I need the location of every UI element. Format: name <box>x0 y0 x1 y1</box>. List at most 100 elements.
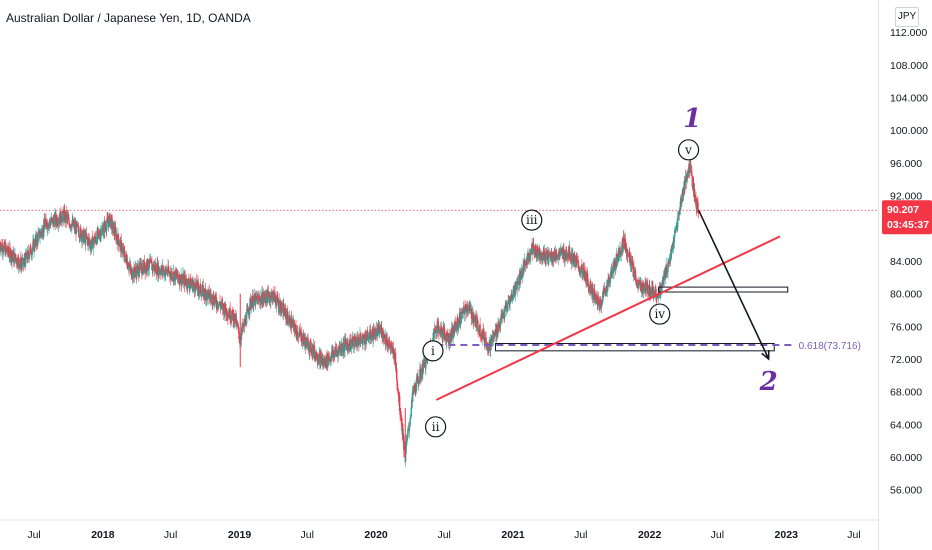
candle-body <box>537 251 539 257</box>
candle-body <box>690 169 692 173</box>
candle-body <box>483 329 485 341</box>
candle-body <box>187 278 189 289</box>
projection-arrow-head <box>761 350 770 361</box>
x-tick-label: Jul <box>437 529 450 541</box>
candle-body <box>28 254 31 257</box>
candle-body <box>409 418 411 425</box>
candle-body <box>517 281 519 284</box>
candle-body <box>624 238 627 248</box>
candle-body <box>20 263 23 269</box>
candle-body <box>350 342 353 349</box>
candle-body <box>417 375 419 380</box>
wave-circle <box>424 416 447 438</box>
candle-body <box>546 252 548 254</box>
candle-body <box>493 331 496 338</box>
candle-body <box>495 336 497 338</box>
candle-body <box>189 283 191 286</box>
candle-body <box>628 252 630 257</box>
candle-body <box>682 189 684 197</box>
candle-body <box>637 283 640 289</box>
candle-body <box>520 271 523 273</box>
candle-body <box>48 223 51 224</box>
candle-body <box>227 314 229 318</box>
currency-button[interactable]: JPY <box>895 7 919 27</box>
candle-body <box>8 252 10 257</box>
candle-body <box>148 259 151 264</box>
candle-body <box>603 288 606 290</box>
candle-body <box>240 333 243 340</box>
candle-body <box>282 305 284 311</box>
candle-body <box>159 270 162 274</box>
candle-body <box>581 271 584 278</box>
candle-body <box>546 251 549 260</box>
trendline <box>435 235 781 401</box>
candle-body <box>293 321 295 328</box>
candle-body <box>58 221 60 223</box>
candle-body <box>606 285 608 292</box>
candle-body <box>320 354 322 366</box>
candle-body <box>388 343 390 345</box>
candle-body <box>545 252 548 260</box>
candle-body <box>196 280 198 289</box>
candle-body <box>21 261 24 266</box>
candle-body <box>465 306 467 311</box>
candle-body <box>272 292 274 298</box>
candle-body <box>86 236 88 240</box>
candle-body <box>473 318 476 322</box>
candle-body <box>681 197 683 201</box>
candle-body <box>449 336 451 344</box>
y-tick-label: 92.000 <box>890 191 922 203</box>
candle-body <box>392 347 395 352</box>
candle-body <box>71 223 73 229</box>
candle-body <box>18 258 20 259</box>
candle-body <box>232 309 234 314</box>
candle-body <box>674 229 676 231</box>
candle-body <box>662 280 664 284</box>
candle-body <box>245 312 248 325</box>
candle-body <box>500 319 502 326</box>
candle-body <box>456 317 459 323</box>
candle-body <box>256 296 258 299</box>
candle-body <box>639 282 641 286</box>
candle-body <box>641 283 644 291</box>
candle-body <box>357 336 360 342</box>
candle-body <box>185 280 187 285</box>
candle-body <box>391 345 393 353</box>
candle-body <box>248 312 250 314</box>
candle-body <box>226 315 228 317</box>
candle-body <box>319 353 321 355</box>
candle-body <box>564 253 566 260</box>
candle-body <box>285 314 288 318</box>
candle-body <box>75 222 78 234</box>
candle-body <box>365 337 368 344</box>
candle-body <box>367 331 369 337</box>
candle-body <box>468 304 471 308</box>
candle-body <box>622 239 624 251</box>
candle-body <box>165 267 167 273</box>
candle-body <box>138 275 140 277</box>
candle-body <box>409 417 412 419</box>
support-zone-box <box>658 286 789 293</box>
candle-body <box>355 340 357 345</box>
candle-body <box>623 241 625 243</box>
candle-body <box>245 317 247 324</box>
candle-body <box>193 281 195 287</box>
candle-body <box>28 256 30 260</box>
candle-body <box>437 321 439 325</box>
candle-body <box>312 345 315 354</box>
candle-body <box>117 240 120 247</box>
candle-body <box>0 246 2 251</box>
candle-body <box>2 252 4 254</box>
candle-body <box>456 317 458 331</box>
candle-body <box>39 236 41 239</box>
candle-body <box>458 322 460 325</box>
candle-body <box>5 244 7 249</box>
price-badge-bg <box>882 200 932 235</box>
candle-body <box>395 368 398 380</box>
candle-body <box>501 312 503 319</box>
candle-body <box>66 215 68 217</box>
candle-body <box>418 380 421 384</box>
candle-body <box>379 328 381 333</box>
candle-body <box>102 228 104 236</box>
